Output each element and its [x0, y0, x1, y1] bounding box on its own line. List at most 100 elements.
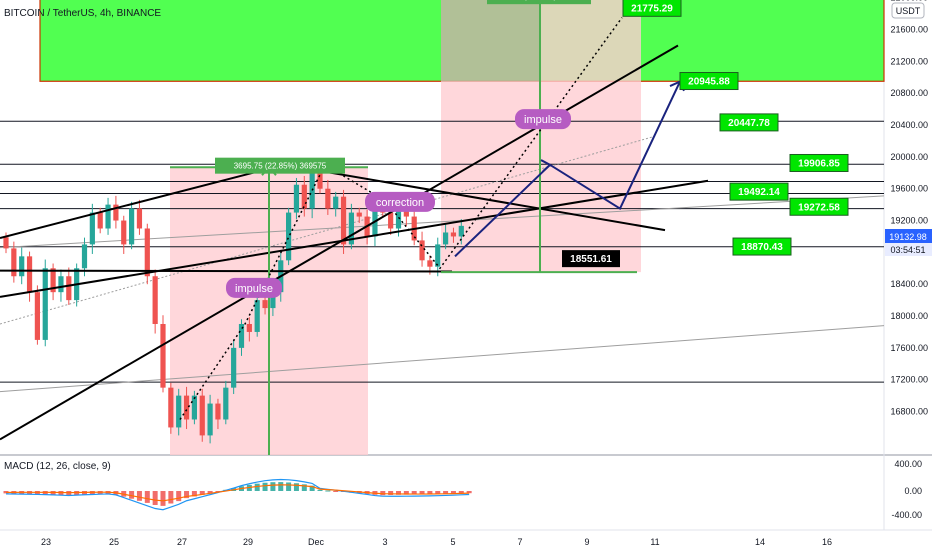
candle-body	[262, 300, 268, 309]
candle-body	[238, 323, 245, 348]
wave-annotation: impulse	[515, 109, 571, 130]
candle-body	[246, 323, 252, 332]
candle-body	[419, 240, 425, 261]
annotation-text: correction	[376, 197, 424, 209]
tag-label: 20945.88	[688, 77, 730, 88]
price-tick: 20000.00	[890, 152, 928, 162]
macd-histogram-bar	[191, 491, 197, 497]
tag-label: 18551.61	[570, 254, 612, 265]
macd-histogram-bar	[144, 491, 150, 503]
macd-label: MACD (12, 26, close, 9)	[4, 461, 111, 472]
candle-body	[458, 225, 464, 237]
macd-histogram-bar	[58, 491, 64, 496]
correction-line	[284, 163, 666, 232]
macd-histogram-bar	[50, 491, 56, 496]
time-tick: 9	[584, 537, 589, 547]
projection-overlap	[441, 0, 541, 82]
macd-tick: -400.00	[891, 510, 922, 520]
time-axis[interactable]: 23 25 27 29 Dec 3 5 7 9 11 14 16	[41, 537, 832, 547]
price-target-tag: 19492.14	[729, 182, 789, 201]
price-tick: 17600.00	[890, 343, 928, 353]
annotation-bubble	[515, 109, 571, 130]
candle-body	[144, 228, 150, 277]
arrowhead	[540, 159, 552, 172]
price-axis[interactable]: 16800.00 17200.00 17600.00 18000.00 18400.00…	[890, 0, 928, 417]
macd-histogram-bar	[443, 491, 449, 494]
macd-histogram-bar	[458, 491, 464, 494]
candles-layer	[3, 166, 464, 444]
candle-body	[395, 208, 402, 229]
macd-histogram-bar	[317, 489, 323, 491]
candle-body	[191, 395, 197, 420]
candle-body	[207, 403, 213, 436]
candle-body	[89, 212, 95, 245]
price-tick: 20800.00	[890, 88, 928, 98]
tag-box	[679, 72, 739, 91]
candle-body	[443, 232, 449, 245]
price-tick: 18000.00	[890, 311, 928, 321]
price-tick: 19200.00	[890, 216, 928, 226]
projection-path	[454, 81, 681, 258]
candle-body	[309, 172, 315, 209]
macd-histogram-bar	[333, 491, 339, 492]
price-target-tag: 20945.88	[679, 72, 739, 91]
bar-countdown: 03:54:51	[890, 245, 925, 255]
time-tick: 25	[109, 537, 119, 547]
time-tick: 23	[41, 537, 51, 547]
macd-histogram-bar	[176, 491, 182, 502]
annotation-bubble	[365, 191, 435, 212]
time-tick: 7	[517, 537, 522, 547]
tag-label: 21775.29	[631, 3, 673, 14]
candle-body	[435, 244, 441, 267]
macd-histogram-bar	[262, 482, 268, 491]
price-target-tag: 19906.85	[789, 153, 849, 172]
candle-body	[136, 208, 143, 229]
price-target-tag: 20447.78	[719, 113, 779, 132]
macd-histogram-bar	[309, 485, 315, 491]
measure-label-text: 3695.75 (22.85%) 369575	[234, 162, 327, 171]
tag-label: 19272.58	[798, 202, 840, 213]
wave-annotation: correction	[365, 191, 435, 212]
candle-body	[26, 256, 33, 293]
candle-body	[152, 276, 158, 324]
candle-body	[34, 292, 40, 340]
candle-body	[81, 244, 88, 269]
drawings-front: 21775.29 20945.88 20447.78 19906.85 19492.14…	[0, 0, 849, 455]
candle-body	[66, 276, 72, 301]
macd-histogram-bar	[388, 491, 394, 495]
tag-box	[789, 153, 849, 172]
macd-histogram-bar	[293, 483, 299, 491]
macd-histogram-bar	[82, 491, 87, 496]
grey-trendline	[0, 325, 885, 393]
macd-histogram-bar	[207, 491, 213, 494]
price-target-tag: 18870.43	[732, 237, 792, 256]
candle-body	[325, 188, 331, 209]
macd-histogram-bar	[270, 482, 276, 491]
macd-histogram-bar	[129, 491, 135, 499]
tag-box	[622, 0, 682, 17]
candle-body	[19, 256, 25, 277]
candle-body	[301, 184, 307, 209]
candle-body	[348, 212, 354, 245]
candle-body	[427, 260, 433, 267]
candle-body	[97, 212, 103, 229]
wave-path-dotted	[179, 17, 623, 420]
macd-histogram-bar	[427, 491, 433, 495]
macd-axis[interactable]: 400.00 0.00 -400.00	[891, 459, 922, 520]
measure-label: 3695.75 (22.85%) 369575	[215, 157, 345, 174]
time-tick: 3	[382, 537, 387, 547]
macd-line	[5, 478, 470, 511]
tag-label: 20447.78	[728, 118, 770, 129]
candle-body	[223, 387, 229, 420]
candle-body	[199, 395, 205, 436]
tag-box	[732, 237, 792, 256]
measure-label: 3695.75 (19.93%) 369575	[487, 0, 591, 5]
macd-histogram-bar	[66, 491, 72, 496]
currency-button[interactable]: USDT	[891, 2, 925, 19]
macd-histogram-bar	[403, 491, 409, 495]
price-target-tag: 21775.29	[622, 0, 682, 17]
tag-box	[789, 197, 849, 216]
macd-histogram-bar	[435, 491, 441, 494]
price-tick: 18400.00	[890, 279, 928, 289]
